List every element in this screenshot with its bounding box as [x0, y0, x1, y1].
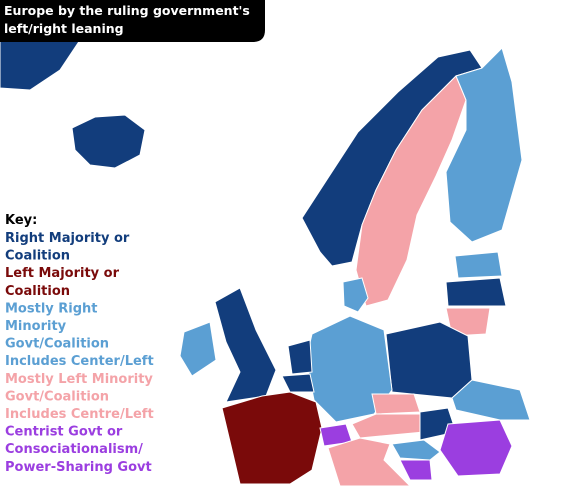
legend-entry: Coalition	[5, 284, 70, 299]
legend-entry: Includes Centre/Left	[5, 407, 154, 422]
title-box	[0, 0, 265, 42]
sweden	[355, 75, 467, 307]
legend-entry: Consociationalism/	[5, 442, 143, 457]
germany	[305, 315, 393, 423]
ireland	[179, 321, 217, 377]
romania	[439, 419, 513, 477]
ukraine	[451, 379, 531, 421]
legend-entry: Power-Sharing Govt	[5, 460, 152, 475]
france	[221, 391, 323, 485]
united-kingdom	[214, 287, 277, 403]
bosnia	[399, 459, 433, 481]
netherlands	[287, 339, 313, 375]
legend-entry: Right Majority or	[5, 231, 130, 246]
iceland	[71, 114, 146, 169]
legend-entry: Includes Center/Left	[5, 354, 154, 369]
legend-entry: Mostly Left Minority	[5, 372, 153, 387]
legend-entry: Centrist Govt or	[5, 425, 123, 440]
belgium	[281, 373, 315, 393]
latvia	[445, 277, 507, 307]
italy	[327, 437, 411, 486]
denmark	[342, 277, 369, 313]
title: Europe by the ruling government's	[4, 3, 250, 18]
map	[0, 0, 531, 486]
legend-entry: Govt/Coalition	[5, 389, 109, 404]
estonia	[454, 251, 503, 279]
austria	[351, 413, 425, 439]
finland	[445, 47, 523, 243]
legend-entry: Mostly Right	[5, 301, 98, 316]
title: left/right leaning	[4, 21, 124, 36]
key-heading: Key:	[5, 213, 37, 228]
legend-entry: Govt/Coalition	[5, 337, 109, 352]
legend-entry: Left Majority or	[5, 266, 120, 281]
legend-entry: Coalition	[5, 249, 70, 264]
legend-entry: Minority	[5, 319, 67, 334]
poland	[385, 321, 473, 399]
czechia	[371, 393, 421, 415]
croatia	[391, 439, 441, 461]
